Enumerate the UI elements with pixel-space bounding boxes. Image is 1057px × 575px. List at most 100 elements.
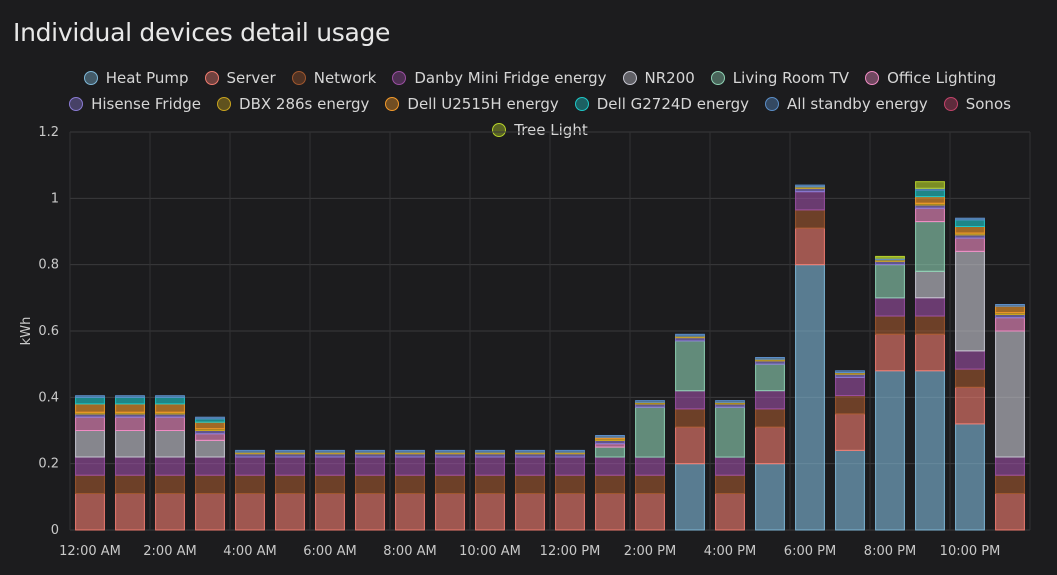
bar-segment <box>75 474 105 494</box>
bar-segment <box>795 191 825 211</box>
bar-segment <box>115 416 145 432</box>
legend-label: Living Room TV <box>732 69 850 87</box>
legend-item[interactable]: Office Lighting <box>865 68 996 88</box>
legend-swatch <box>291 71 306 85</box>
bar-segment <box>515 493 545 531</box>
bar-segment <box>115 403 145 413</box>
bar-segment <box>435 474 465 494</box>
legend-swatch <box>943 97 958 111</box>
bar-segment <box>915 207 945 223</box>
legend-item[interactable]: Sonos <box>943 94 1011 114</box>
bar-segment <box>715 474 745 494</box>
x-tick-label: 8:00 PM <box>864 544 916 559</box>
bar-segment <box>755 357 785 360</box>
bar-segment <box>515 474 545 494</box>
bar-segment <box>75 395 105 398</box>
legend-swatch <box>710 71 725 85</box>
bar-segment <box>515 456 545 476</box>
legend-swatch <box>865 71 880 85</box>
bar-segment <box>75 403 105 413</box>
legend-label: Dell G2724D energy <box>596 95 750 113</box>
legend-label: Network <box>313 69 377 87</box>
bar-segment <box>875 297 905 317</box>
y-tick-label: 0 <box>51 523 59 538</box>
y-tick-label: 1.2 <box>38 125 59 140</box>
bar-segment <box>715 493 745 531</box>
bar-segment <box>115 430 145 458</box>
bar-segment <box>875 264 905 299</box>
bar-segment <box>955 250 985 352</box>
bar-segment <box>715 456 745 476</box>
bar-segment <box>715 400 745 403</box>
bar-segment <box>395 456 425 476</box>
legend-item[interactable]: Tree Light <box>492 120 588 140</box>
legend-item[interactable]: Network <box>291 68 377 88</box>
bar-segment <box>675 390 705 410</box>
card-title: Individual devices detail usage <box>13 18 391 47</box>
legend-label: Heat Pump <box>105 69 189 87</box>
y-tick-label: 0.2 <box>38 457 59 472</box>
bar-segment <box>235 449 265 453</box>
bar-segment <box>755 390 785 410</box>
legend-item[interactable]: DBX 286s energy <box>217 94 369 114</box>
legend-swatch <box>392 71 407 85</box>
legend-item[interactable]: Hisense Fridge <box>69 94 201 114</box>
bar-segment <box>635 400 665 403</box>
bar-segment <box>155 430 185 458</box>
bar-segment <box>355 449 385 453</box>
bar-segment <box>915 189 945 198</box>
bar-segment <box>955 386 985 425</box>
legend-item[interactable]: Heat Pump <box>83 68 189 88</box>
legend-item[interactable]: All standby energy <box>765 94 928 114</box>
bar-segment <box>195 474 225 494</box>
legend-label: All standby energy <box>787 95 928 113</box>
legend-label: Server <box>226 69 276 87</box>
bar-segment <box>275 493 305 531</box>
bar-segment <box>155 416 185 432</box>
bar-segment <box>115 456 145 476</box>
legend-swatch <box>204 71 219 85</box>
bar-segment <box>915 221 945 272</box>
bar-segment <box>515 449 545 453</box>
legend-item[interactable]: Server <box>204 68 276 88</box>
x-tick-label: 4:00 AM <box>223 544 276 559</box>
bar-segment <box>195 416 225 420</box>
legend-item[interactable]: Danby Mini Fridge energy <box>392 68 607 88</box>
y-tick-label: 0.6 <box>38 324 59 339</box>
bar-segment <box>955 219 985 227</box>
legend-label: Tree Light <box>514 121 588 139</box>
bar-segment <box>235 474 265 494</box>
bar-segment <box>955 423 985 531</box>
bar-segment <box>595 456 625 476</box>
bar-segment <box>235 493 265 531</box>
legend-item[interactable]: Living Room TV <box>710 68 850 88</box>
legend-swatch <box>765 97 780 111</box>
bar-segment <box>595 435 625 438</box>
legend-item[interactable]: Dell U2515H energy <box>385 94 559 114</box>
bar-segment <box>755 363 785 392</box>
bar-segment <box>915 370 945 531</box>
bar-segment <box>795 209 825 229</box>
bar-segment <box>675 333 705 337</box>
bar-segment <box>595 474 625 494</box>
bar-segment <box>555 449 585 453</box>
bar-segment <box>675 408 705 428</box>
bar-segment <box>195 456 225 476</box>
x-tick-label: 6:00 AM <box>303 544 356 559</box>
bar-segment <box>475 449 505 453</box>
legend-swatch <box>492 123 507 137</box>
bar-segment <box>435 456 465 476</box>
legend-item[interactable]: NR200 <box>622 68 695 88</box>
bar-segment <box>315 474 345 494</box>
bar-segment <box>595 446 625 458</box>
x-tick-label: 2:00 PM <box>624 544 676 559</box>
bar-segment <box>795 264 825 531</box>
legend-item[interactable]: Dell G2724D energy <box>574 94 750 114</box>
bar-segment <box>995 304 1025 307</box>
bar-segment <box>195 433 225 441</box>
bar-segment <box>75 456 105 476</box>
bar-segment <box>155 456 185 476</box>
bar-segment <box>475 474 505 494</box>
bar-segment <box>475 493 505 531</box>
